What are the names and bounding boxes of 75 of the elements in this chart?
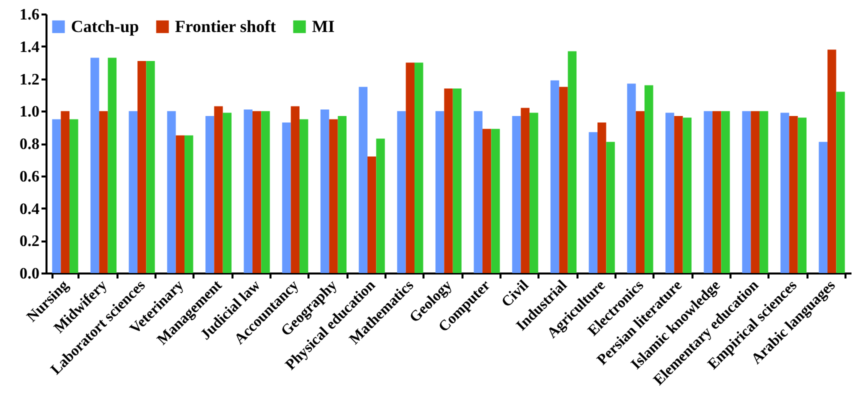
bar: [627, 84, 636, 273]
bar: [644, 85, 654, 273]
legend-label: MI: [312, 16, 336, 36]
bar: [682, 118, 692, 273]
bar: [290, 106, 300, 273]
bar: [414, 62, 424, 273]
bar: [167, 111, 176, 273]
y-tick-label: 0.0: [20, 266, 40, 282]
bar: [789, 116, 798, 273]
bar: [60, 111, 70, 273]
bar: [597, 122, 606, 273]
bar: [52, 119, 61, 273]
y-tick-label: 1.0: [20, 104, 40, 121]
bar: [137, 60, 146, 273]
bar: [99, 111, 108, 273]
bar: [338, 116, 347, 273]
bar: [108, 58, 117, 273]
bar: [742, 111, 751, 273]
bar: [244, 110, 252, 273]
legend-label: Catch-up: [71, 16, 140, 36]
bar: [222, 112, 232, 273]
bar: [300, 119, 308, 273]
y-tick-label: 0.4: [20, 200, 40, 218]
bar: [550, 80, 560, 273]
bar: [827, 50, 836, 273]
bar: [512, 116, 521, 273]
y-tick-label: 1.6: [20, 6, 40, 24]
bar: [435, 111, 444, 273]
bar: [146, 60, 155, 273]
bar: [780, 112, 790, 273]
bar: [444, 88, 453, 273]
bar: [606, 142, 615, 273]
bar: [367, 156, 376, 273]
bar: [520, 108, 530, 273]
bar: [588, 132, 598, 273]
bar: [184, 135, 194, 273]
bar: [836, 92, 845, 273]
bar: [818, 142, 828, 273]
bar: [452, 88, 462, 273]
bar: [397, 111, 406, 273]
y-tick-label: 0.6: [20, 168, 40, 186]
y-tick-label: 1.2: [20, 71, 40, 88]
bar: [491, 128, 500, 273]
bar: [559, 86, 568, 273]
bar: [90, 58, 100, 273]
bar: [214, 106, 223, 273]
bar: [176, 135, 185, 273]
bar: [750, 111, 760, 273]
bar: [282, 122, 291, 273]
bar: [530, 112, 538, 273]
bar: [261, 111, 270, 273]
bar: [252, 111, 262, 273]
bar: [205, 116, 214, 273]
bar: [721, 111, 730, 273]
bar: [70, 119, 78, 273]
bar: [358, 86, 368, 273]
legend-label: Frontier shoft: [175, 16, 276, 36]
bar: [474, 111, 482, 273]
bar: [406, 62, 415, 273]
bar: [320, 110, 330, 273]
bar: [760, 111, 768, 273]
bar: [704, 111, 712, 273]
bar: [482, 128, 492, 273]
bar: [329, 119, 338, 273]
y-tick-label: 1.4: [20, 38, 40, 56]
bar: [798, 118, 807, 273]
bar: [376, 138, 385, 273]
bar: [712, 111, 722, 273]
bar: [636, 111, 645, 273]
bar: [665, 112, 674, 273]
bar: [568, 51, 577, 273]
y-tick-label: 0.2: [20, 233, 40, 250]
y-tick-label: 0.8: [20, 136, 40, 153]
bar: [674, 116, 683, 273]
bar: [128, 111, 138, 273]
